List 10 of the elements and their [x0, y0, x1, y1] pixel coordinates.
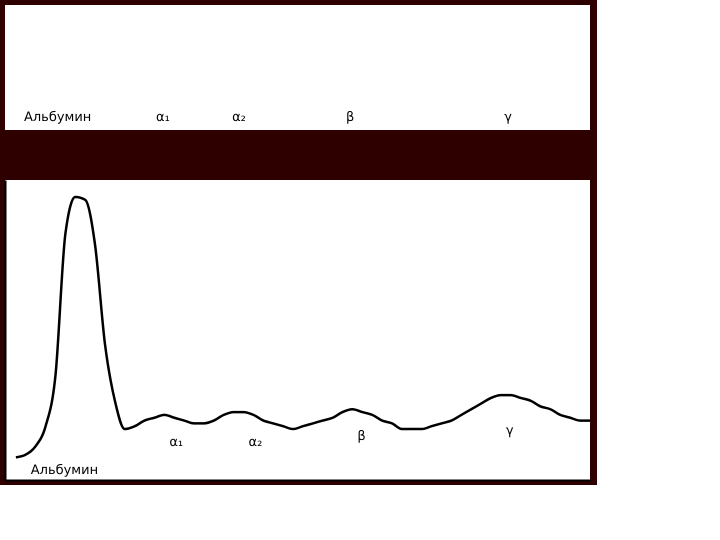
annotation: α₁ [169, 434, 184, 450]
annotation: γ [506, 424, 514, 439]
text: α₂ [232, 110, 246, 125]
annotation: Альбумин [30, 463, 98, 478]
annotation: α₂ [248, 434, 262, 450]
text: β [346, 110, 354, 125]
text: α₁ [156, 110, 170, 125]
annotation: β [357, 429, 366, 444]
text: γ [504, 110, 512, 125]
text: Альбумин [24, 110, 92, 125]
